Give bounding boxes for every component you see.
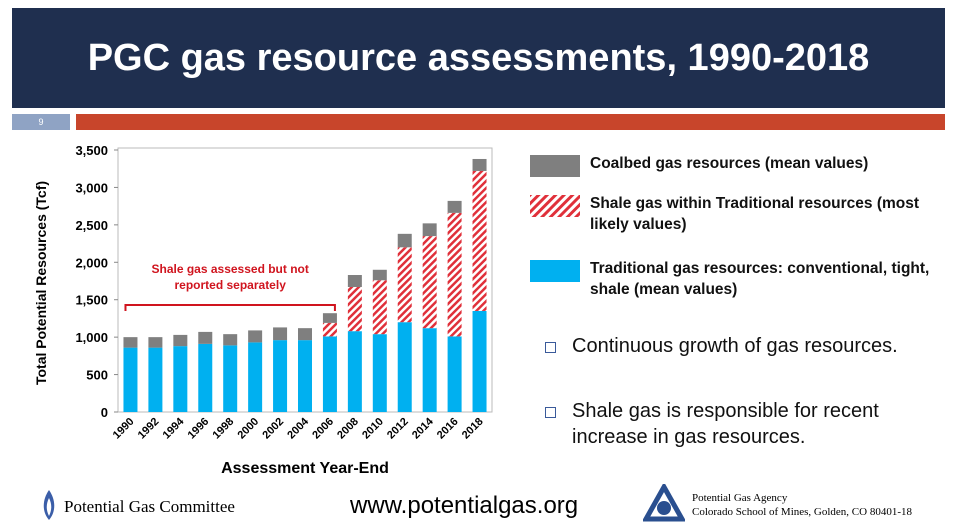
bar-segment: [173, 346, 188, 412]
bar-segment: [198, 343, 213, 412]
y-tick-label: 500: [86, 368, 108, 383]
bar-segment: [447, 336, 462, 412]
legend-label: Shale gas within Traditional resources (…: [590, 195, 920, 233]
legend-swatch: [530, 195, 580, 217]
legend-label: Coalbed gas resources (mean values): [590, 155, 869, 172]
y-axis-label: Total Potential Resources (Tcf): [33, 181, 49, 385]
legend-label: Traditional gas resources: conventional,…: [590, 260, 930, 298]
y-tick-label: 3,500: [75, 143, 108, 158]
bullet: Shale gas is responsible for recent incr…: [545, 398, 942, 450]
y-tick-label: 2,500: [75, 218, 108, 233]
y-tick-label: 1,000: [75, 330, 108, 345]
x-tick-label: 2010: [360, 416, 386, 442]
slide-title: PGC gas resource assessments, 1990-2018: [12, 8, 945, 108]
x-tick-label: 1994: [161, 415, 187, 441]
bullet-marker: [545, 407, 556, 418]
bar-segment: [223, 334, 238, 346]
bar-segment: [347, 331, 362, 412]
bullet-text: Shale gas is responsible for recent incr…: [572, 400, 879, 448]
legend-swatch: [530, 260, 580, 282]
bar-segment: [472, 310, 487, 412]
bar-segment: [322, 336, 337, 412]
bar-segment: [422, 328, 437, 412]
x-tick-label: 1996: [186, 416, 212, 442]
agency-logo: [643, 484, 685, 522]
bar-segment: [397, 322, 412, 412]
bar-segment: [198, 331, 213, 344]
bar-segment: [123, 337, 138, 348]
bar-segment: [273, 340, 288, 412]
y-tick-label: 1,500: [75, 293, 108, 308]
bar-segment: [347, 286, 362, 332]
annotation-box: Shale gas assessed but not reported sepa…: [140, 261, 321, 293]
bar-segment: [148, 337, 163, 348]
legend-item: Shale gas within Traditional resources (…: [530, 193, 940, 235]
annotation: Shale gas assessed but not reported sepa…: [140, 261, 321, 293]
footer-committee: Potential Gas Committee: [64, 497, 235, 516]
bar-segment: [472, 170, 487, 311]
bar-segment: [248, 330, 263, 343]
x-tick-label: 2000: [235, 416, 261, 442]
bar-segment: [372, 280, 387, 335]
footer-address: Colorado School of Mines, Golden, CO 804…: [692, 506, 912, 518]
bar-segment: [322, 313, 337, 323]
bar-segment: [298, 340, 312, 412]
footer-url: www.potentialgas.org: [350, 492, 579, 519]
bar-segment: [273, 327, 288, 341]
bar-segment: [372, 269, 387, 281]
bar-segment: [347, 275, 362, 287]
bar-segment: [248, 342, 263, 412]
chart: Total Potential Resources (Tcf) Assessme…: [33, 143, 493, 477]
bullet: Continuous growth of gas resources.: [545, 333, 942, 359]
bar-segment: [472, 158, 487, 171]
x-tick-label: 1992: [136, 416, 162, 442]
legend-item: Coalbed gas resources (mean values): [530, 153, 940, 177]
bar-segment: [397, 247, 412, 323]
bar-segment: [223, 345, 238, 412]
x-tick-label: 2002: [260, 416, 286, 442]
accent-band: [76, 114, 945, 130]
annotation-bracket: [124, 304, 336, 311]
bar-segment: [422, 236, 437, 329]
bar-segment: [422, 223, 437, 237]
slide-number: 9: [12, 114, 70, 130]
x-axis-label: Assessment Year-End: [221, 460, 389, 477]
bar-segment: [447, 200, 462, 213]
x-tick-label: 2008: [335, 416, 361, 442]
bullet-marker: [545, 342, 556, 353]
y-tick-label: 0: [101, 405, 108, 420]
bar-segment: [173, 334, 188, 347]
bar-segment: [322, 322, 337, 337]
x-tick-label: 2016: [435, 416, 461, 442]
bar-segment: [397, 233, 412, 248]
x-tick-label: 2018: [460, 416, 486, 442]
bullet-text: Continuous growth of gas resources.: [572, 335, 898, 357]
legend-item: Traditional gas resources: conventional,…: [530, 258, 940, 300]
x-tick-label: 1990: [111, 416, 137, 442]
bar-segment: [298, 328, 312, 341]
bar-segment: [447, 212, 462, 337]
y-tick-label: 2,000: [75, 255, 108, 270]
footer-agency: Potential Gas Agency: [692, 492, 788, 504]
legend-swatch: [530, 155, 580, 177]
pgc-logo: [43, 490, 55, 520]
bar-segment: [148, 347, 163, 412]
bar-segment: [123, 347, 138, 412]
x-tick-label: 2014: [410, 415, 436, 441]
x-tick-label: 2012: [385, 416, 411, 442]
bar-segment: [372, 334, 387, 412]
x-tick-label: 2006: [310, 416, 336, 442]
x-tick-label: 1998: [211, 416, 237, 442]
x-tick-label: 2004: [285, 415, 311, 441]
y-tick-label: 3,000: [75, 180, 108, 195]
